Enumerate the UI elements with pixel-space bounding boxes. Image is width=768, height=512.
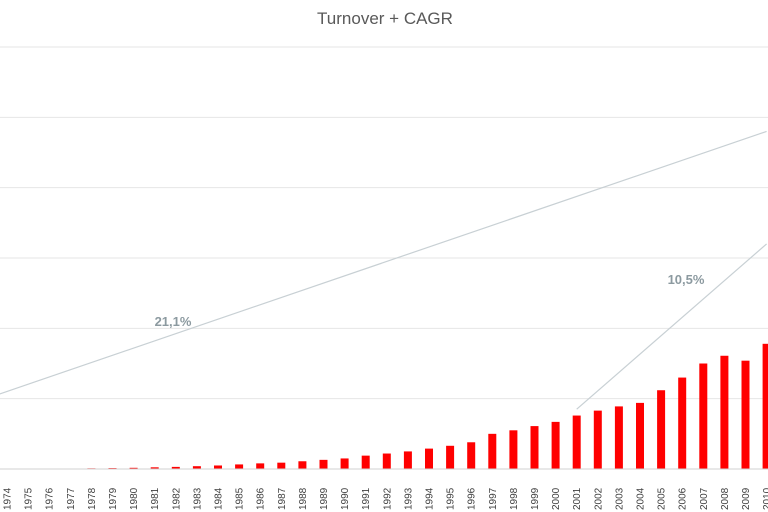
x-tick-label: 1999: [530, 487, 541, 510]
x-tick-label: 1991: [361, 487, 372, 510]
x-tick-label: 1989: [319, 487, 330, 510]
bar-2003: [614, 406, 623, 469]
bar-1990: [340, 458, 349, 469]
bar-2006: [678, 377, 687, 469]
bar-1986: [256, 463, 265, 469]
bar-2001: [572, 415, 581, 469]
bar-1999: [530, 426, 539, 469]
x-tick-label: 1995: [446, 487, 457, 510]
bar-2000: [551, 421, 560, 469]
bar-1992: [382, 453, 391, 469]
x-tick-label: 2006: [678, 487, 689, 510]
x-tick-label: 2001: [572, 487, 583, 510]
bar-2009: [741, 360, 750, 469]
x-tick-label: 1981: [150, 487, 161, 510]
bar-1998: [509, 430, 518, 469]
bar-2005: [657, 390, 666, 469]
x-tick-label: 1976: [45, 487, 56, 510]
x-tick-label: 1988: [298, 487, 309, 510]
bar-1987: [277, 462, 286, 469]
gridlines: [0, 46, 768, 400]
x-tick-label: 2010: [762, 487, 768, 510]
x-tick-label: 1990: [340, 487, 351, 510]
bar-1981: [150, 467, 159, 469]
x-tick-label: 2009: [741, 487, 752, 510]
x-tick-label: 2007: [699, 487, 710, 510]
chart-title: Turnover + CAGR: [317, 9, 453, 28]
x-tick-label: 1993: [403, 487, 414, 510]
x-tick-label: 1994: [425, 487, 436, 510]
x-tick-label: 1987: [277, 487, 288, 510]
x-tick-label: 2008: [720, 487, 731, 510]
x-tick-label: 1975: [24, 487, 35, 510]
cagr-label: 10,5%: [668, 272, 705, 287]
bar-1991: [361, 455, 370, 469]
bar-1980: [129, 467, 138, 469]
bar-1994: [425, 448, 433, 469]
x-tick-label: 2004: [636, 487, 647, 510]
x-tick-label: 1978: [87, 487, 98, 510]
annotations: 21,1% 10,5%: [155, 272, 705, 329]
bar-2002: [593, 410, 602, 469]
cagr-label: 21,1%: [155, 314, 192, 329]
bar-1982: [171, 466, 180, 469]
x-tick-label: 1996: [467, 487, 478, 510]
x-tick-label: 2003: [614, 487, 625, 510]
bar-1983: [192, 466, 201, 469]
x-tick-label: 1983: [192, 487, 203, 510]
bar-1996: [467, 442, 476, 469]
bars: [3, 343, 768, 470]
bar-1985: [235, 464, 244, 469]
x-tick-label: 1997: [488, 487, 499, 510]
bar-2010: [762, 343, 768, 469]
x-tick-label: 1985: [235, 487, 246, 510]
x-tick-label: 2002: [593, 487, 604, 510]
bar-1988: [298, 461, 307, 469]
x-tick-label: 1992: [382, 487, 393, 510]
bar-1995: [446, 445, 455, 469]
x-tick-label: 1979: [108, 487, 119, 510]
bar-1984: [214, 465, 222, 469]
bar-1989: [319, 459, 328, 469]
bar-1997: [488, 433, 497, 469]
bar-2004: [636, 402, 644, 469]
cagr-trendlines: [0, 130, 767, 410]
bar-2008: [720, 355, 729, 469]
cagr-trendline: [576, 243, 767, 410]
cagr-trendline: [0, 130, 767, 395]
x-tick-label: 2005: [657, 487, 668, 510]
x-tick-label: 1977: [66, 487, 77, 510]
x-tick-label: 1998: [509, 487, 520, 510]
bar-2007: [699, 363, 708, 469]
x-tick-label: 1982: [171, 487, 182, 510]
bar-1993: [403, 451, 412, 469]
x-tick-label: 1984: [214, 487, 225, 510]
x-tick-label: 1980: [129, 487, 140, 510]
x-tick-labels: 1974 1975 1976 1977 1978 1979 1980 1981 1982 1983…: [3, 487, 768, 510]
x-tick-label: 2000: [551, 487, 562, 510]
x-tick-label: 1986: [256, 487, 267, 510]
x-tick-label: 1974: [3, 487, 14, 510]
